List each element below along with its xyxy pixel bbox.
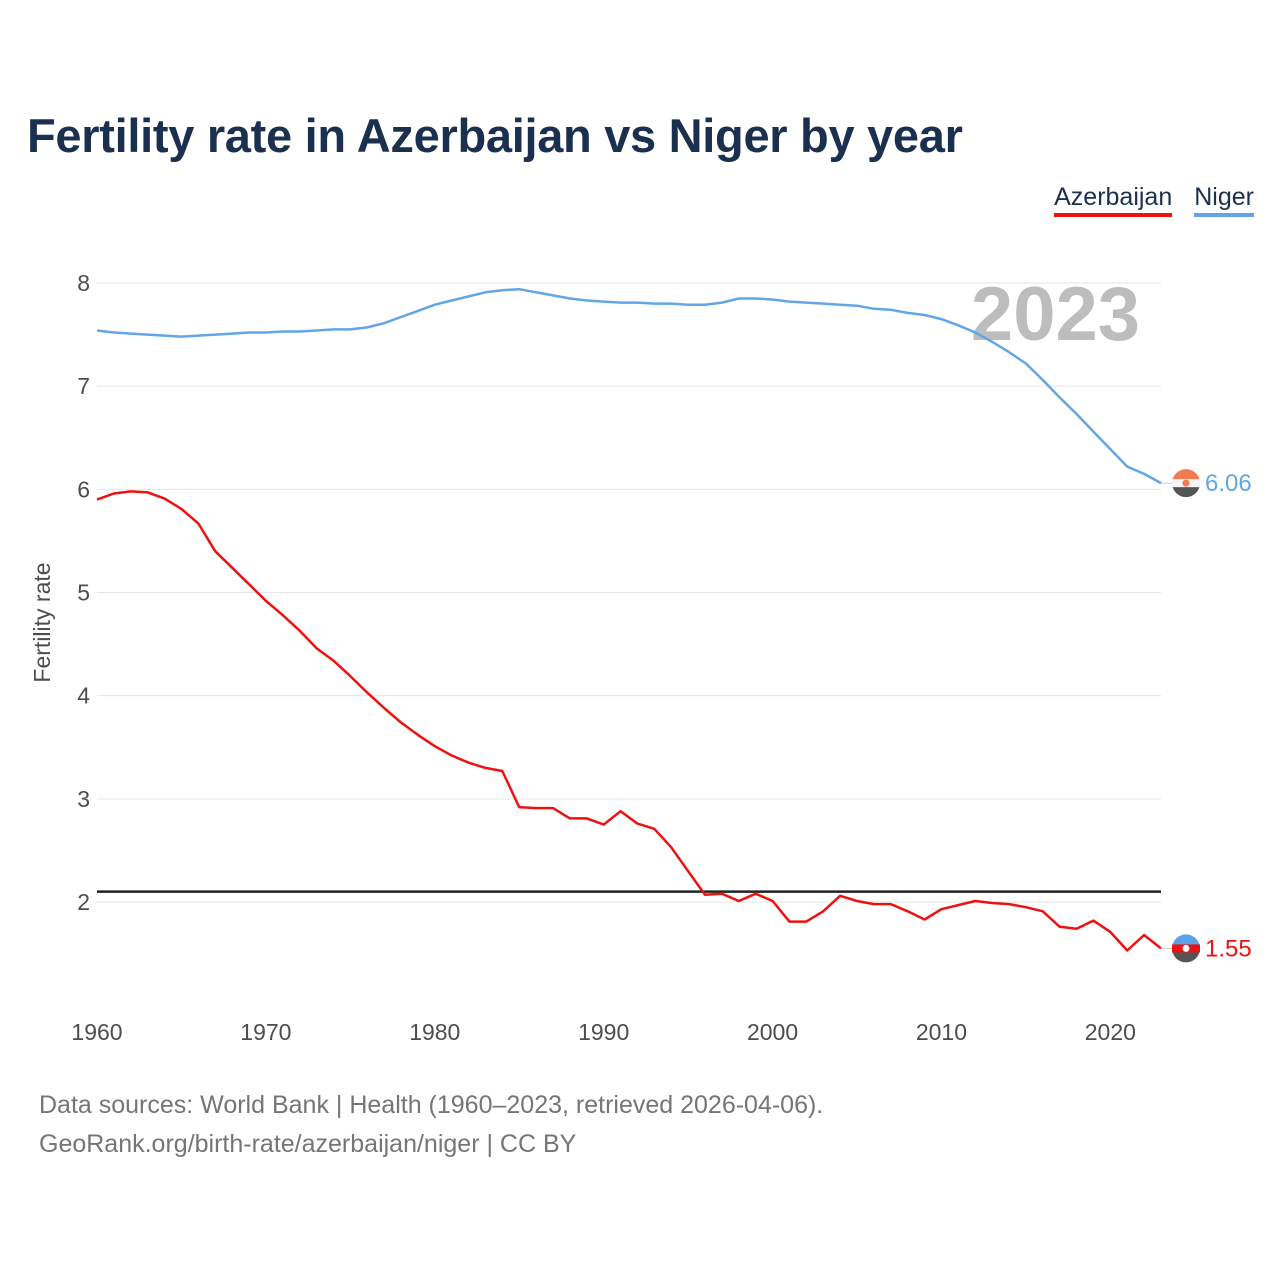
y-tick-label-2: 2 — [77, 889, 90, 915]
y-tick-label-4: 4 — [77, 683, 90, 709]
y-axis-label: Fertility rate — [29, 562, 55, 682]
y-tick-label-8: 8 — [77, 270, 90, 296]
footer: Data sources: World Bank | Health (1960–… — [39, 1086, 823, 1164]
y-tick-label-3: 3 — [77, 786, 90, 812]
y-tick-label-7: 7 — [77, 373, 90, 399]
y-tick-label-6: 6 — [77, 476, 90, 502]
legend-item-azerbaijan[interactable]: Azerbaijan — [1054, 183, 1173, 217]
x-tick-label-2000: 2000 — [747, 1019, 798, 1045]
x-tick-label-2020: 2020 — [1085, 1019, 1136, 1045]
x-tick-label-2010: 2010 — [916, 1019, 967, 1045]
legend-item-niger[interactable]: Niger — [1194, 183, 1254, 217]
end-value-label-azerbaijan: 1.55 — [1205, 935, 1252, 962]
x-tick-label-1960: 1960 — [71, 1019, 122, 1045]
year-label: 2023 — [971, 272, 1140, 357]
x-tick-label-1980: 1980 — [409, 1019, 460, 1045]
series-line-azerbaijan — [96, 490, 1162, 952]
x-tick-label-1970: 1970 — [240, 1019, 291, 1045]
data-source-text: Data sources: World Bank | Health (1960–… — [39, 1091, 824, 1119]
attribution-link[interactable]: GeoRank.org/birth-rate/azerbaijan/niger … — [39, 1130, 577, 1158]
x-tick-label-1990: 1990 — [578, 1019, 629, 1045]
flag-icon-azerbaijan — [1172, 934, 1200, 963]
line-chart: 2 3 4 5 6 7 8 1960 1970 1980 1990 2000 2010 2020 Ferti… — [29, 270, 1252, 1045]
legend: Azerbaijan Niger — [1054, 183, 1254, 217]
end-value-label-niger: 6.06 — [1205, 470, 1252, 497]
flag-icon-niger — [1172, 469, 1200, 498]
series-line-niger — [96, 287, 1162, 485]
y-tick-label-5: 5 — [77, 580, 90, 606]
chart-title: Fertility rate in Azerbaijan vs Niger by… — [27, 109, 963, 162]
